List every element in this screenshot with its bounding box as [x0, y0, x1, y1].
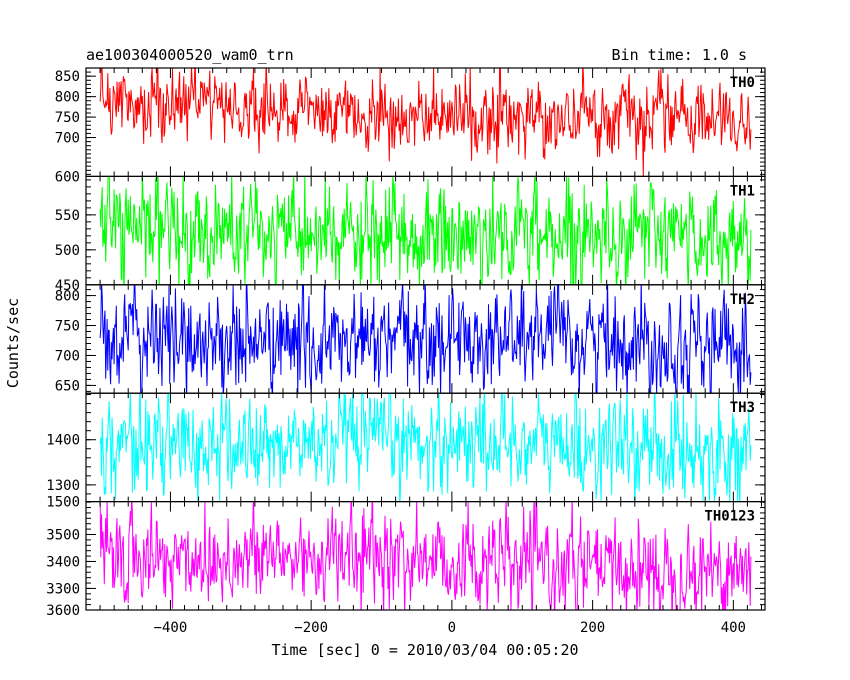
panel-label-th2: TH2	[730, 292, 755, 308]
y-tick-label-th0: 800	[55, 90, 80, 106]
y-tick-label-th2: 650	[55, 378, 80, 394]
y-tick-label-th1: 500	[55, 243, 80, 259]
y-tick-label-th2: 750	[55, 319, 80, 335]
x-tick-label: 200	[580, 620, 605, 636]
y-tick-label-th0: 700	[55, 131, 80, 147]
x-axis-label: Time [sec] 0 = 2010/03/04 00:05:20	[271, 641, 578, 659]
x-tick-label: 0	[448, 620, 456, 636]
panel-th0: 700 750 800 850 600 TH0	[55, 67, 766, 185]
series-line-th3	[99, 393, 752, 502]
panels-layer: 700 750 800 850 600 TH0 500 550 450 TH1 650 700 750 8…	[46, 67, 766, 636]
bin-time-label: Bin time: 1.0 s	[612, 46, 747, 64]
series-line-th2	[99, 284, 752, 394]
plot-title: ae100304000520_wam0_trn	[86, 46, 294, 64]
y-edge-label-th3: 1500	[46, 495, 80, 511]
series-line-th1	[99, 176, 752, 285]
y-tick-label-th0123: 3400	[46, 554, 80, 570]
y-edge-label-th0: 600	[55, 169, 80, 185]
y-tick-label-th0: 850	[55, 69, 80, 85]
y-tick-label-th0123: 3500	[46, 527, 80, 543]
series-line-th0123	[99, 501, 752, 611]
y-tick-label-th0: 750	[55, 110, 80, 126]
panel-th0123: 3300 3400 3500 3600 TH0123	[46, 501, 766, 619]
y-tick-label-th3: 1400	[46, 433, 80, 449]
x-tick-label: 400	[721, 620, 746, 636]
panel-label-th3: TH3	[730, 400, 755, 416]
y-tick-label-th2: 800	[55, 289, 80, 305]
y-axis-label: Counts/sec	[4, 298, 22, 388]
y-tick-label-th1: 550	[55, 208, 80, 224]
y-edge-label-th1: 450	[55, 278, 80, 294]
y-edge-label-th0123: 3600	[46, 603, 80, 619]
y-tick-label-th0123: 3300	[46, 581, 80, 597]
panel-label-th0123: TH0123	[704, 509, 755, 525]
x-tick-label: −200	[294, 620, 328, 636]
x-tick-label: −400	[154, 620, 188, 636]
panel-th1: 500 550 450 TH1	[55, 175, 766, 294]
panel-label-th1: TH1	[730, 183, 755, 199]
y-tick-label-th2: 700	[55, 348, 80, 364]
y-tick-label-th3: 1300	[46, 478, 80, 494]
series-line-th0	[99, 68, 752, 177]
panel-label-th0: TH0	[730, 75, 755, 91]
